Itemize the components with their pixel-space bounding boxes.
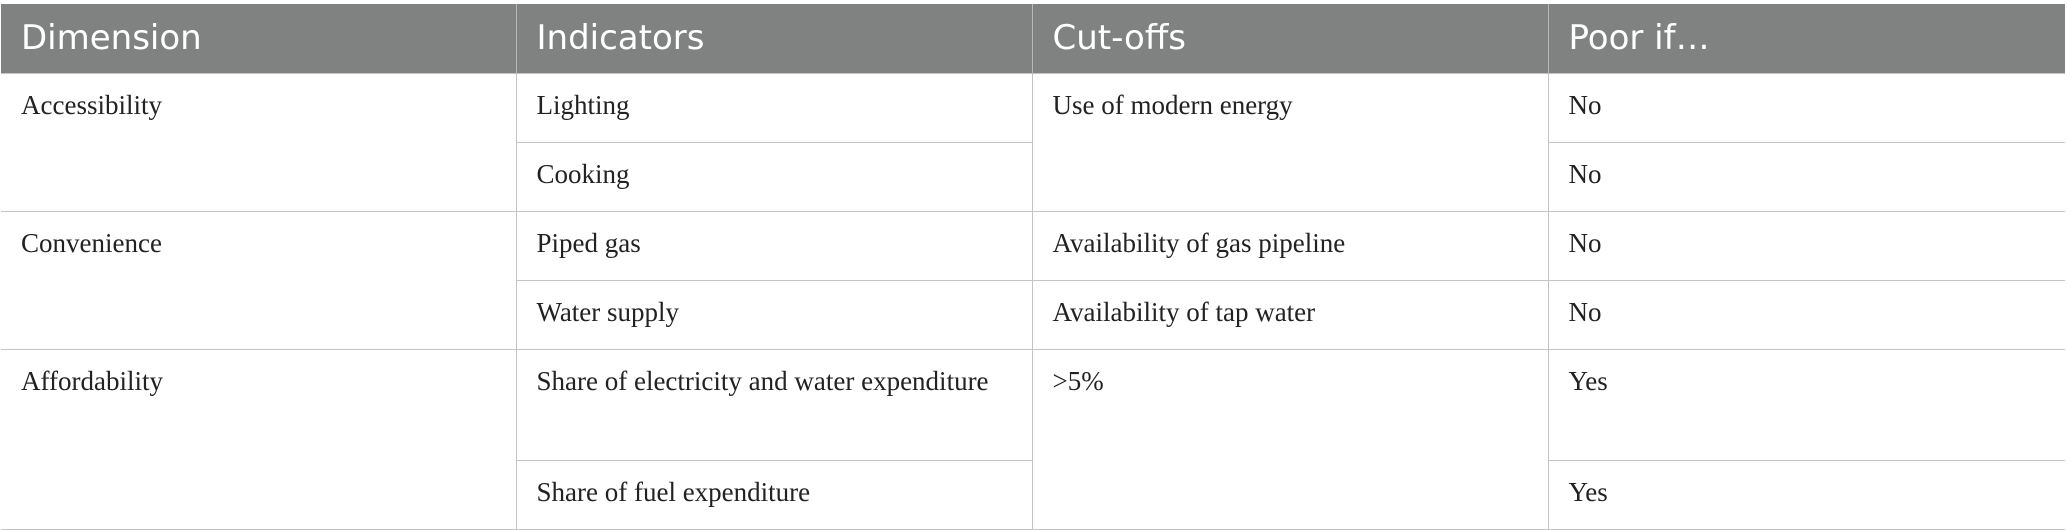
poor-if-fuel: Yes bbox=[1568, 476, 1608, 507]
indicator-fuel-share: Share of fuel expenditure bbox=[536, 476, 811, 507]
indicator-lighting: Lighting bbox=[536, 89, 630, 120]
indicator-cell: Share of fuel expenditure bbox=[515, 459, 1033, 530]
cutoff-five-percent: >5% bbox=[1052, 365, 1104, 396]
poor-if-cell: No bbox=[1547, 210, 2065, 281]
poor-if-piped-gas: No bbox=[1568, 227, 1602, 258]
poor-if-water-supply: No bbox=[1568, 296, 1602, 327]
energy-poverty-table: Dimension Indicators Cut-offs Poor if… A… bbox=[1, 4, 2065, 530]
indicator-piped-gas: Piped gas bbox=[536, 227, 641, 258]
poor-if-cell: No bbox=[1547, 72, 2065, 143]
cutoff-cell: Use of modern energy bbox=[1031, 72, 1549, 212]
table-body: Accessibility Lighting Use of modern ene… bbox=[1, 72, 2065, 530]
indicator-cell: Cooking bbox=[515, 141, 1033, 212]
poor-if-cell: Yes bbox=[1547, 459, 2065, 530]
dimension-cell: Accessibility bbox=[1, 72, 517, 212]
indicator-cell: Share of electricity and water expenditu… bbox=[515, 348, 1033, 461]
poor-if-cell: Yes bbox=[1547, 348, 2065, 461]
table-row: Accessibility Lighting Use of modern ene… bbox=[1, 72, 2065, 212]
table-row: Cooking No bbox=[1, 141, 2065, 212]
poor-if-cell: No bbox=[1547, 141, 2065, 212]
indicator-cell: Piped gas bbox=[515, 210, 1033, 281]
header-poor-if: Poor if… bbox=[1547, 4, 2065, 73]
indicator-water-supply: Water supply bbox=[536, 296, 680, 327]
cutoff-tap-water: Availability of tap water bbox=[1052, 296, 1316, 327]
dimension-accessibility: Accessibility bbox=[21, 89, 162, 120]
indicator-electricity-water-share: Share of electricity and water expenditu… bbox=[536, 365, 989, 396]
poor-if-cooking: No bbox=[1568, 158, 1602, 189]
table-header: Dimension Indicators Cut-offs Poor if… bbox=[1, 4, 2065, 73]
dimension-cell: Convenience bbox=[1, 210, 517, 350]
indicator-cooking: Cooking bbox=[536, 158, 630, 189]
header-dimension: Dimension bbox=[1, 4, 517, 73]
cutoff-cell: Availability of tap water bbox=[1031, 279, 1549, 350]
table-row: Convenience Piped gas Availability of ga… bbox=[1, 210, 2065, 350]
cutoff-modern-energy: Use of modern energy bbox=[1052, 89, 1293, 120]
indicator-cell: Lighting bbox=[515, 72, 1033, 143]
poor-if-electricity-water: Yes bbox=[1568, 365, 1608, 396]
poor-if-cell: No bbox=[1547, 279, 2065, 350]
dimension-affordability: Affordability bbox=[21, 365, 163, 396]
header-row: Dimension Indicators Cut-offs Poor if… bbox=[1, 4, 2065, 73]
poor-if-lighting: No bbox=[1568, 89, 1602, 120]
cutoff-cell: Availability of gas pipeline bbox=[1031, 210, 1549, 281]
indicator-cell: Water supply bbox=[515, 279, 1033, 350]
dimension-convenience: Convenience bbox=[21, 227, 162, 258]
cutoff-cell: >5% bbox=[1031, 348, 1549, 530]
dimension-cell: Affordability bbox=[1, 348, 517, 530]
cutoff-gas-pipeline: Availability of gas pipeline bbox=[1052, 227, 1346, 258]
table-row: Water supply Availability of tap water N… bbox=[1, 279, 2065, 350]
header-cutoffs: Cut-offs bbox=[1031, 4, 1549, 73]
header-indicators: Indicators bbox=[515, 4, 1033, 73]
table-row: Affordability Share of electricity and w… bbox=[1, 348, 2065, 530]
